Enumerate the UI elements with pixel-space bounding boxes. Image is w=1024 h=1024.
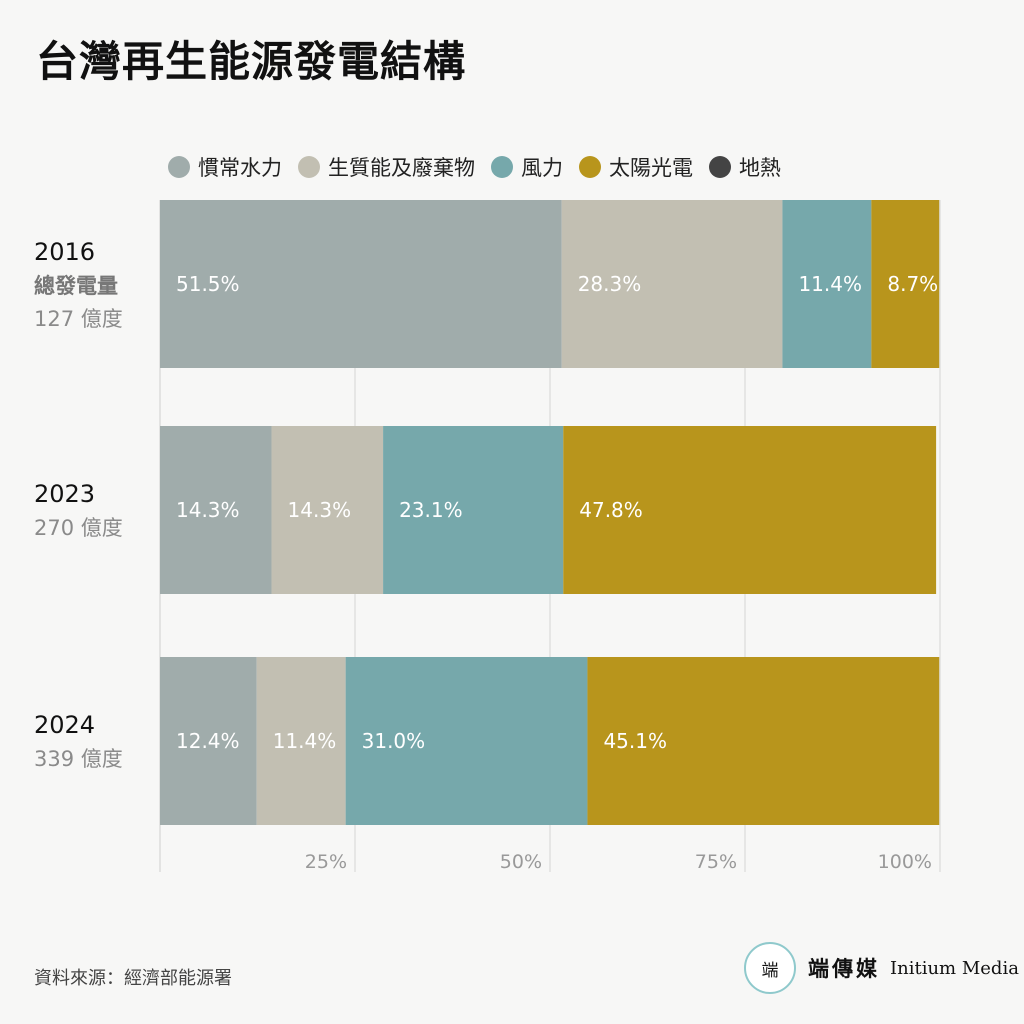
x-tick-label: 50% [500, 851, 542, 873]
bar-segment [587, 657, 940, 825]
page-title: 台灣再生能源發電結構 [36, 37, 467, 86]
brand-block: 端 端傳媒 Initium Media [744, 942, 1019, 994]
bar-segment [561, 200, 783, 368]
legend-label: 風力 [521, 156, 563, 180]
category-label: 2023 [34, 480, 95, 508]
x-tick-label: 25% [305, 851, 347, 873]
legend-item: 生質能及廢棄物 [298, 152, 475, 182]
legend-item: 地熱 [709, 152, 781, 182]
chart-legend: 慣常水力 生質能及廢棄物 風力 太陽光電 地熱 [168, 152, 787, 182]
x-tick-label: 100% [878, 851, 932, 873]
bar-segment [871, 200, 940, 368]
legend-item: 太陽光電 [579, 152, 693, 182]
bar-value-label: 51.5% [176, 272, 240, 296]
category-subtitle: 339 億度 [34, 747, 123, 771]
legend-swatch [579, 156, 601, 178]
brand-name-zh: 端傳媒 [808, 956, 880, 981]
legend-label: 慣常水力 [198, 156, 282, 180]
bar-segment [160, 426, 272, 594]
bar-segment [160, 657, 257, 825]
category-label: 2024 [34, 711, 95, 739]
legend-swatch [298, 156, 320, 178]
bar-value-label: 23.1% [399, 498, 463, 522]
bar-value-label: 45.1% [603, 729, 667, 753]
bar-value-label: 47.8% [579, 498, 643, 522]
legend-item: 慣常水力 [168, 152, 282, 182]
bar-segment [345, 657, 588, 825]
brand-name-en: Initium Media [890, 957, 1019, 979]
bar-value-label: 14.3% [176, 498, 240, 522]
legend-swatch [709, 156, 731, 178]
legend-swatch [168, 156, 190, 178]
legend-label: 生質能及廢棄物 [328, 156, 475, 180]
legend-swatch [491, 156, 513, 178]
bar-segment [256, 657, 346, 825]
category-label: 2016 [34, 238, 95, 266]
bar-segment [271, 426, 384, 594]
bar-value-label: 28.3% [578, 272, 642, 296]
brand-logo-icon: 端 [744, 942, 796, 994]
bar-value-label: 11.4% [798, 272, 862, 296]
bar-value-label: 31.0% [362, 729, 426, 753]
legend-label: 太陽光電 [609, 156, 693, 180]
bar-value-label: 14.3% [288, 498, 352, 522]
category-subtitle: 總發電量 [34, 274, 118, 298]
bar-segment [160, 200, 562, 368]
category-subtitle: 127 億度 [34, 307, 123, 331]
legend-item: 風力 [491, 152, 563, 182]
bar-segment [383, 426, 564, 594]
x-tick-label: 75% [695, 851, 737, 873]
bar-value-label: 12.4% [176, 729, 240, 753]
bar-value-label: 8.7% [887, 272, 938, 296]
source-note: 資料來源：經濟部能源署 [34, 968, 232, 989]
bar-value-label: 11.4% [273, 729, 337, 753]
category-subtitle: 270 億度 [34, 516, 123, 540]
bar-segment [782, 200, 872, 368]
bar-segment [563, 426, 937, 594]
legend-label: 地熱 [739, 156, 781, 180]
